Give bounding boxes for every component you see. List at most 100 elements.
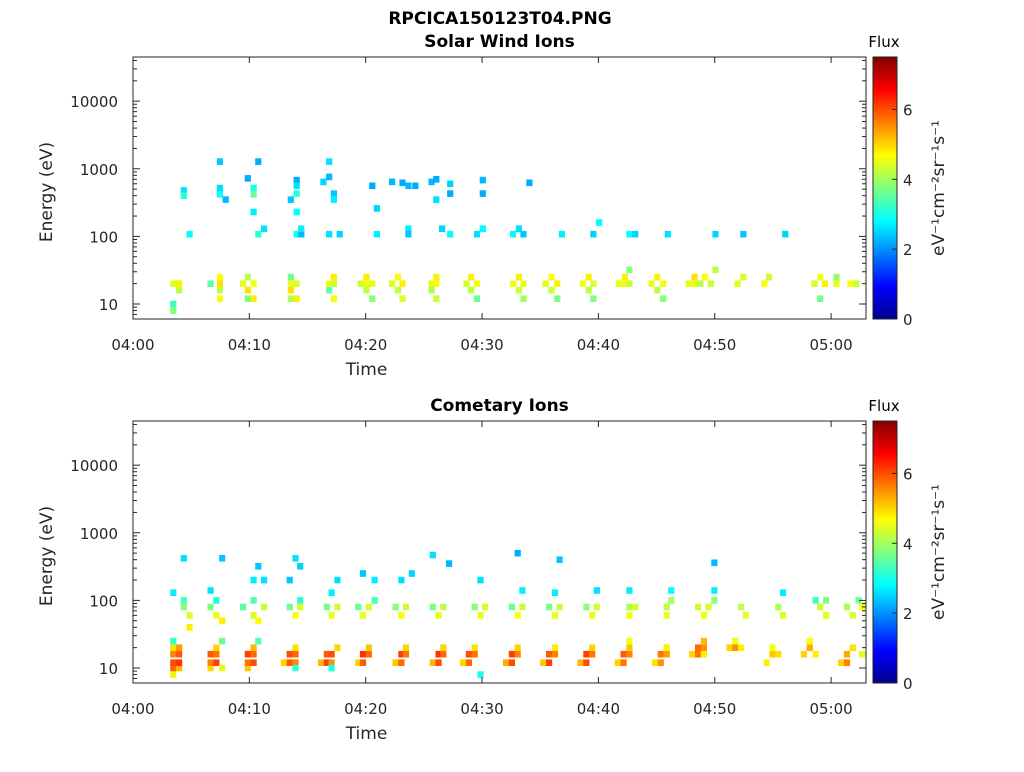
panel-title: Solar Wind Ions	[424, 32, 575, 52]
heatmap-cell	[280, 659, 287, 666]
colorbar-unit-label: eV⁻¹cm⁻²sr⁻¹s⁻¹	[929, 120, 949, 256]
heatmap-cell	[589, 650, 596, 658]
heatmap-cell	[440, 644, 447, 651]
heatmap-cell	[519, 603, 526, 611]
heatmap-cell	[540, 659, 547, 666]
heatmap-cell	[170, 300, 177, 308]
heatmap-cell	[250, 576, 257, 584]
heatmap-cell	[357, 280, 364, 287]
heatmap-cell	[668, 587, 675, 594]
heatmap-cell	[170, 637, 177, 645]
heatmap-cell	[519, 587, 526, 594]
heatmap-cell	[392, 603, 399, 611]
heatmap-cell	[365, 603, 372, 611]
heatmap-cell	[250, 208, 257, 216]
heatmap-cell	[293, 295, 300, 302]
heatmap-cell	[556, 603, 563, 611]
heatmap-cell	[440, 603, 447, 611]
plot-frame	[132, 56, 867, 320]
heatmap-cell	[394, 286, 401, 294]
heatmap-cell	[463, 280, 470, 287]
heatmap-cell	[186, 612, 193, 619]
heatmap-cell	[240, 603, 247, 611]
heatmap-cell	[405, 230, 412, 238]
heatmap-cell	[392, 659, 399, 666]
heatmap-cell	[323, 603, 330, 611]
heatmap-cell	[365, 644, 372, 651]
heatmap-cell	[408, 570, 415, 577]
heatmap-cell	[590, 230, 597, 238]
heatmap-cell	[526, 179, 533, 187]
heatmap-cell	[520, 280, 527, 287]
heatmap-cell	[663, 612, 670, 619]
heatmap-cell	[334, 644, 341, 651]
heatmap-cell	[412, 182, 419, 190]
heatmap-cell	[695, 644, 702, 651]
heatmap-cell	[806, 637, 813, 645]
x-tick-label: 04:30	[460, 700, 503, 718]
heatmap-cell	[399, 295, 406, 302]
heatmap-cell	[590, 280, 597, 287]
heatmap-cell	[439, 225, 446, 232]
heatmap-cell	[782, 230, 789, 238]
heatmap-cell	[833, 280, 840, 287]
colorbar: Flux 0 2 4 6 eV⁻¹cm⁻²sr⁻¹s⁻¹	[868, 397, 949, 693]
heatmap-cell	[428, 178, 435, 186]
heatmap-cell	[707, 280, 714, 287]
heatmap-cell	[435, 612, 442, 619]
heatmap-cell	[711, 559, 718, 567]
heatmap-cell	[769, 650, 776, 658]
heatmap-cell	[583, 650, 590, 658]
heatmap-cell	[734, 280, 741, 287]
heatmap-cell	[170, 307, 177, 314]
heatmap-cell	[779, 612, 787, 619]
heatmap-cell	[286, 659, 293, 666]
heatmap-cell	[657, 650, 664, 658]
heatmap-cell	[473, 230, 481, 238]
panel-title: Cometary Ions	[430, 396, 569, 416]
heatmap-cell	[371, 597, 378, 604]
heatmap-cell	[297, 597, 304, 604]
heatmap-cell	[240, 280, 247, 287]
heatmap-cell	[330, 190, 337, 197]
heatmap-cell	[293, 182, 300, 190]
heatmap-cell	[176, 286, 183, 294]
heatmap-cell	[180, 603, 187, 611]
heatmap-cell	[817, 273, 824, 281]
heatmap-cell	[853, 280, 860, 287]
heatmap-cell	[180, 187, 187, 194]
heatmap-cell	[170, 664, 177, 672]
heatmap-cell	[579, 280, 586, 287]
heatmap-cell	[660, 295, 667, 302]
heatmap-cell	[318, 659, 325, 666]
heatmap-cell	[359, 612, 367, 619]
heatmap-cell	[769, 644, 776, 651]
heatmap-cell	[219, 555, 226, 562]
heatmap-cell	[298, 225, 305, 232]
heatmap-cell	[207, 650, 214, 658]
heatmap-cell	[371, 576, 378, 584]
heatmap-cell	[626, 637, 633, 645]
heatmap-cell	[326, 158, 333, 165]
heatmap-cell	[207, 280, 214, 287]
heatmap-cell	[508, 603, 515, 611]
heatmap-cell	[548, 273, 555, 281]
heatmap-cell	[577, 659, 584, 666]
heatmap-cell	[514, 644, 521, 651]
heatmap-cell	[216, 286, 223, 294]
heatmap-cell	[429, 603, 436, 611]
heatmap-cell	[510, 230, 517, 238]
heatmap-cell	[216, 184, 223, 192]
colorbar-tick-label: 4	[903, 535, 913, 553]
heatmap-cell	[433, 176, 440, 183]
heatmap-cell	[812, 597, 819, 604]
heatmap-cell	[589, 644, 596, 651]
heatmap-cell	[589, 612, 596, 619]
heatmap-cell	[286, 603, 293, 611]
plot-frame	[132, 420, 867, 684]
heatmap-cell	[298, 230, 305, 238]
heatmap-cell	[373, 230, 380, 238]
heatmap-cell	[732, 637, 739, 645]
heatmap-cell	[244, 295, 251, 302]
heatmap-cell	[514, 549, 521, 557]
